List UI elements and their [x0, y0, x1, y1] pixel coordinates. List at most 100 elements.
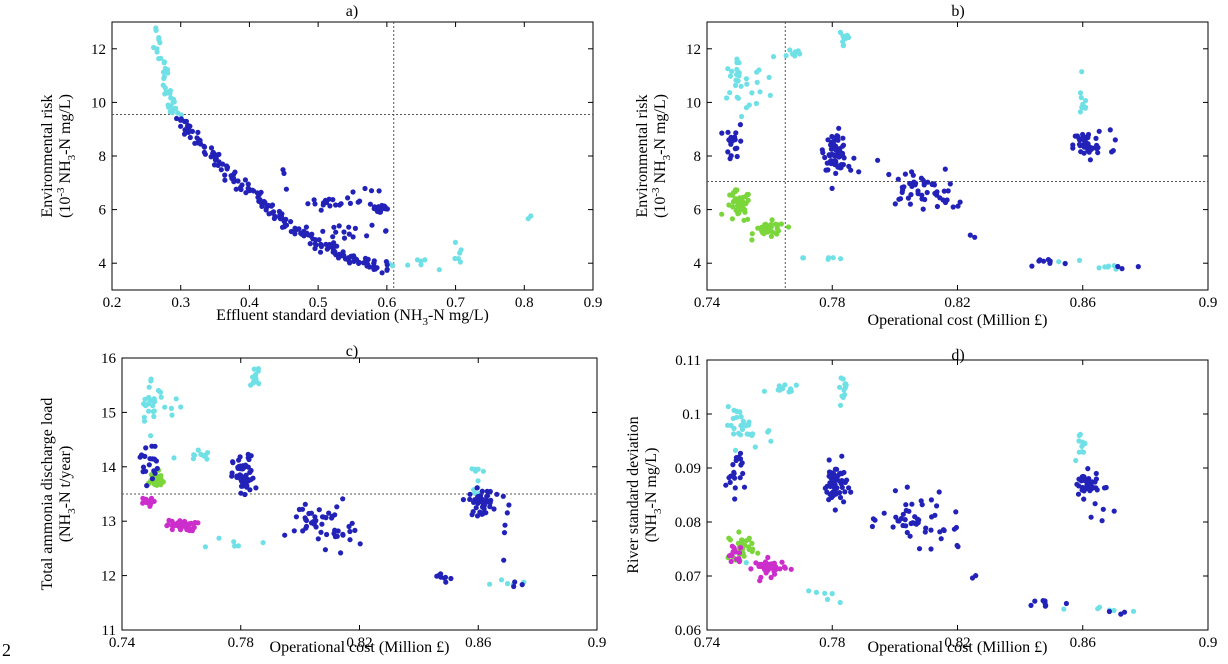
data-point	[838, 256, 844, 262]
data-point	[773, 221, 779, 227]
data-point	[892, 488, 899, 494]
data-point	[487, 488, 493, 495]
x-tick-label: 0.82	[944, 635, 970, 651]
data-point	[837, 29, 844, 35]
data-point	[320, 200, 327, 206]
data-point	[367, 201, 373, 207]
data-point	[222, 177, 228, 183]
data-point	[934, 203, 941, 210]
y-tick-label: 13	[101, 514, 116, 530]
data-point	[910, 520, 916, 526]
data-point	[405, 262, 411, 268]
data-point	[347, 537, 353, 543]
data-point	[247, 469, 253, 475]
data-point	[848, 489, 854, 495]
data-point	[870, 516, 877, 522]
data-point	[875, 157, 881, 163]
data-point	[333, 202, 339, 208]
data-point	[334, 504, 340, 510]
data-point	[365, 262, 371, 268]
data-point	[727, 90, 733, 96]
panel-title: a)	[346, 3, 358, 20]
y-tick-label: 4	[99, 256, 107, 272]
data-point	[158, 55, 164, 61]
data-point	[1080, 487, 1086, 493]
data-point	[841, 387, 847, 393]
data-point	[728, 552, 734, 558]
data-point	[732, 485, 738, 491]
data-point	[774, 231, 780, 237]
data-point	[253, 372, 259, 378]
data-point	[923, 525, 929, 531]
y-tick-label: 12	[91, 42, 106, 58]
data-point	[474, 513, 481, 519]
data-point	[1089, 486, 1095, 492]
data-point	[329, 515, 335, 521]
data-point	[352, 225, 358, 231]
data-point	[770, 54, 777, 60]
data-point	[418, 262, 424, 268]
data-point	[469, 466, 475, 472]
data-point	[919, 196, 925, 202]
data-point	[938, 536, 944, 542]
data-point	[160, 69, 167, 75]
data-point	[1077, 431, 1083, 437]
data-point	[237, 454, 243, 460]
data-point	[185, 122, 191, 128]
x-tick-label: 0.9	[1199, 635, 1218, 651]
data-point	[754, 79, 760, 85]
data-point	[729, 138, 736, 144]
data-point	[293, 514, 299, 520]
data-point	[903, 502, 909, 508]
data-point	[164, 523, 170, 529]
data-point	[906, 508, 912, 514]
data-point	[1094, 487, 1100, 493]
data-point	[844, 32, 850, 39]
data-point	[261, 200, 268, 206]
x-tick-label: 0.86	[465, 635, 492, 651]
data-point	[187, 134, 193, 141]
series-magenta	[726, 543, 794, 584]
data-point	[158, 482, 164, 488]
data-point	[836, 154, 842, 160]
x-tick-label: 0.7	[446, 295, 465, 311]
data-point	[474, 485, 480, 491]
data-point	[731, 425, 737, 431]
data-point	[218, 167, 224, 173]
data-point	[322, 547, 328, 553]
data-point	[260, 540, 266, 546]
data-point	[245, 181, 251, 187]
data-point	[238, 483, 245, 489]
data-point	[307, 241, 313, 247]
data-point	[300, 528, 306, 534]
data-point	[765, 554, 771, 561]
data-point	[414, 257, 421, 263]
data-point	[829, 490, 835, 496]
data-point	[487, 504, 493, 510]
data-point	[291, 528, 297, 534]
data-point	[1087, 157, 1093, 163]
data-point	[491, 506, 497, 512]
data-point	[140, 464, 147, 470]
data-point	[169, 526, 175, 533]
data-point	[250, 475, 256, 481]
data-point	[438, 574, 444, 580]
data-point	[762, 563, 768, 569]
data-point	[728, 153, 734, 159]
x-tick-label: 0.4	[240, 295, 259, 311]
data-point	[749, 432, 755, 438]
data-point	[146, 462, 152, 468]
data-point	[1088, 480, 1094, 487]
data-point	[332, 512, 338, 518]
data-point	[436, 267, 442, 273]
data-point	[754, 69, 760, 75]
data-point	[840, 376, 846, 382]
data-point	[1041, 258, 1047, 264]
data-point	[1112, 137, 1118, 143]
x-tick-label: 0.74	[694, 635, 721, 651]
data-point	[157, 389, 164, 395]
data-point	[141, 418, 148, 424]
data-point	[149, 476, 155, 482]
data-point	[368, 188, 375, 194]
